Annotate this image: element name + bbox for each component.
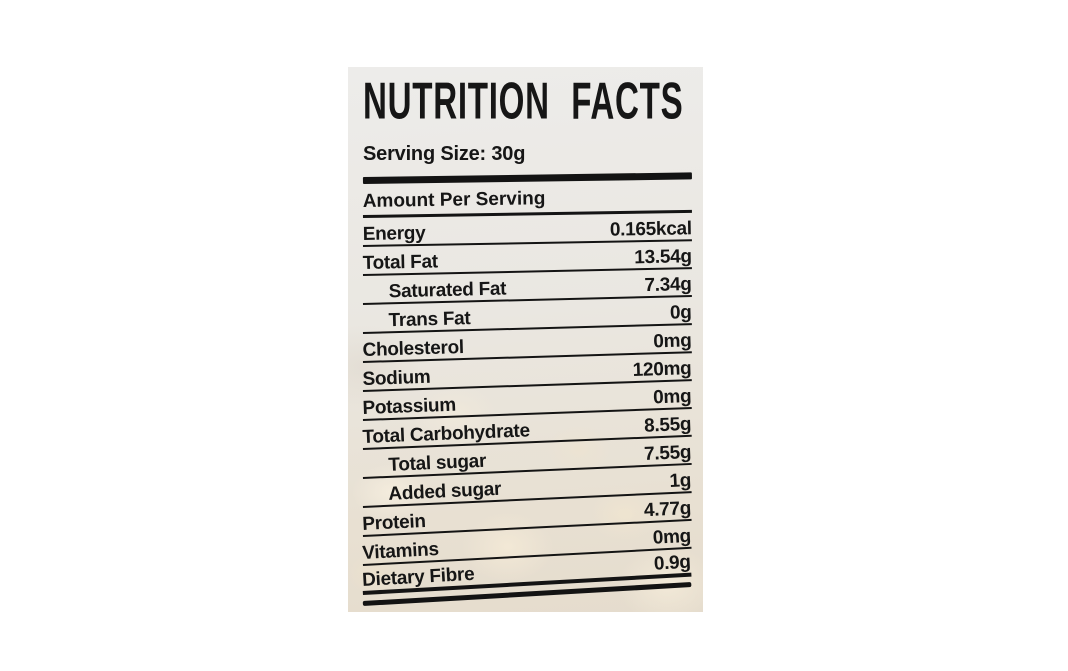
serving-size: Serving Size: 30g (363, 143, 526, 165)
nutrient-value: 0mg (652, 385, 692, 409)
panel-title: NUTRITION FACTS (363, 71, 684, 130)
nutrient-name: Potassium (362, 394, 457, 420)
nutrient-name: Sodium (362, 366, 431, 391)
nutrient-name: Dietary Fibre (361, 563, 475, 592)
nutrient-value: 0.165kcal (609, 218, 692, 241)
nutrient-value: 0.9g (653, 551, 692, 575)
nutrient-value: 4.77g (643, 497, 692, 522)
nutrient-value: 13.54g (634, 246, 692, 269)
nutrient-value: 0mg (652, 525, 692, 549)
nutrient-name: Total Fat (362, 251, 439, 275)
package-photo: NUTRITION FACTS Serving Size: 30g Amount… (348, 67, 703, 612)
nutrient-name: Energy (362, 222, 426, 246)
nutrient-name: Cholesterol (362, 337, 465, 362)
nutrient-name: Saturated Fat (388, 278, 507, 303)
nutrient-value: 7.34g (644, 273, 692, 297)
nutrient-value: 0mg (653, 330, 692, 353)
nutrient-name: Trans Fat (388, 308, 471, 332)
nutrient-value: 0g (669, 302, 692, 324)
nutrient-value: 120mg (632, 358, 692, 382)
nutrient-name: Total sugar (387, 450, 487, 476)
nutrient-value: 8.55g (643, 413, 692, 437)
nutrition-facts-header: NUTRITION FACTS (363, 75, 692, 127)
nutrient-name: Vitamins (361, 539, 440, 565)
nutrient-value: 7.55g (643, 441, 692, 465)
thick-divider-top (362, 172, 692, 184)
nutrient-value: 1g (669, 470, 692, 493)
nutrient-name: Protein (361, 510, 427, 536)
nutrient-rows: Energy 0.165kcal Total Fat 13.54g Satura… (361, 212, 692, 595)
amount-per-serving-label: Amount Per Serving (362, 188, 546, 213)
